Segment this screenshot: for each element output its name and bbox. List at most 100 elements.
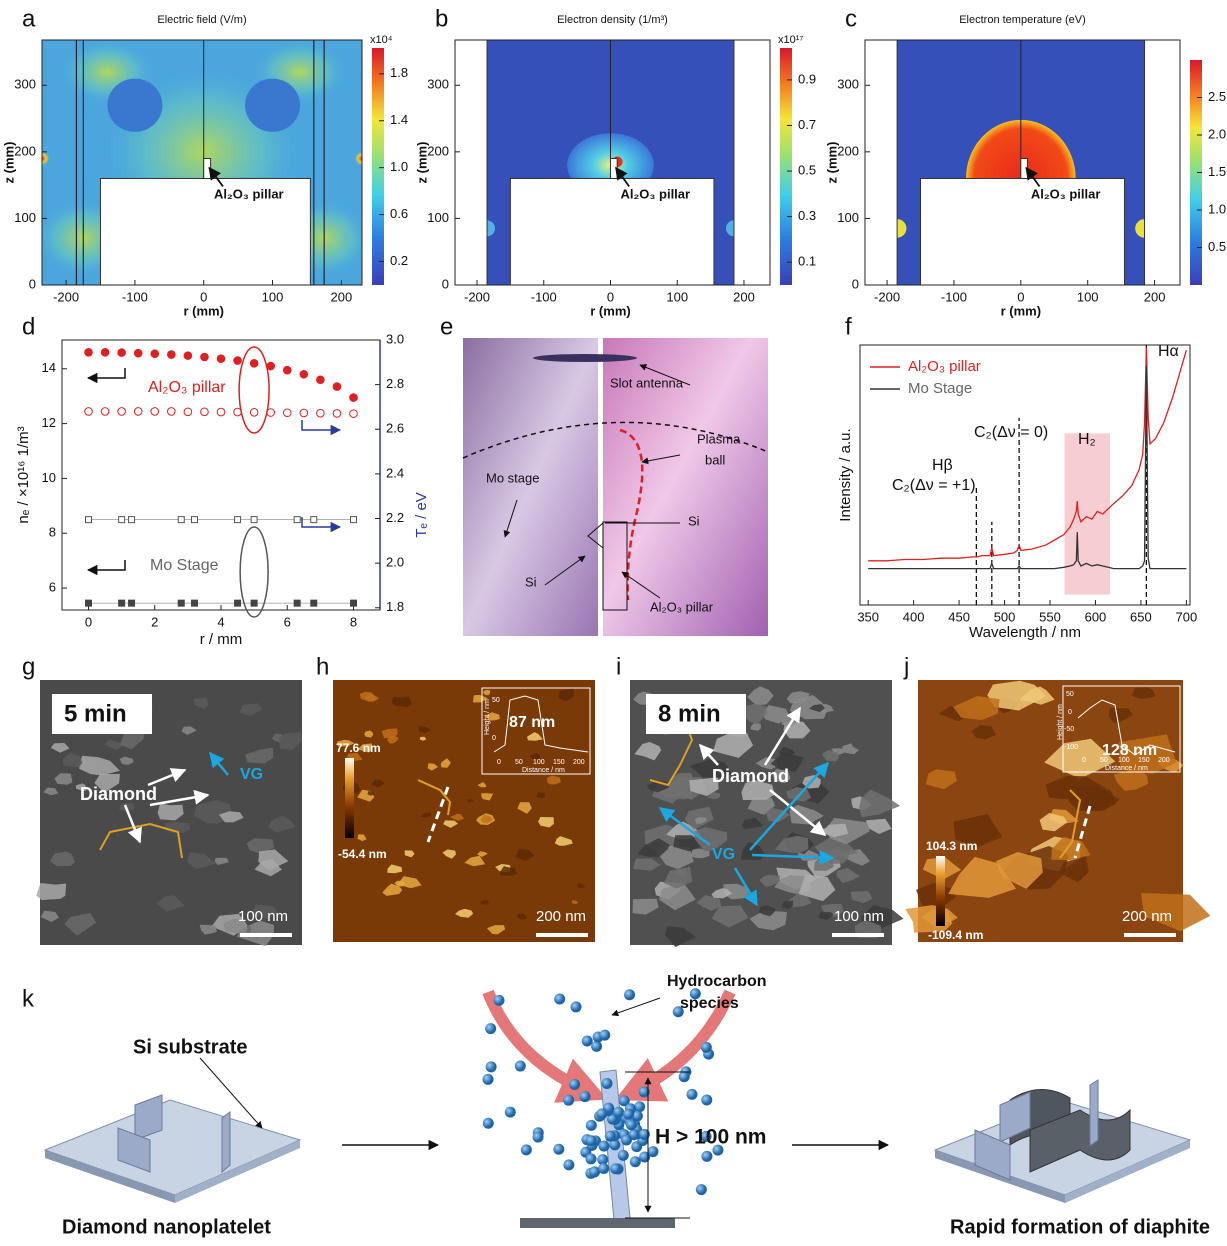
marker	[201, 353, 209, 361]
tick: 50	[1066, 691, 1074, 698]
marker	[85, 408, 93, 416]
marker	[300, 370, 308, 378]
molecule	[630, 1156, 641, 1167]
molecule	[586, 1120, 597, 1131]
platelet	[222, 1112, 230, 1172]
axis-pointer	[88, 368, 125, 378]
x-axis-label: r (mm)	[183, 303, 223, 318]
marker	[151, 350, 159, 358]
field-region	[107, 79, 162, 132]
marker	[267, 362, 275, 370]
inset-xlabel: Distance / nm	[1105, 765, 1148, 772]
axis-pointer	[302, 420, 340, 430]
molecule	[483, 1118, 494, 1129]
y-tick-label: 200	[14, 143, 36, 158]
antenna-slot	[533, 354, 637, 362]
panel-letter: d	[22, 313, 35, 340]
molecule	[621, 1134, 632, 1145]
marker	[317, 376, 325, 384]
x-tick-label: 500	[994, 609, 1016, 624]
marker	[134, 349, 142, 357]
y-tick-label: 8	[49, 525, 56, 540]
y-tick-label: 1.0	[390, 159, 408, 174]
molecule	[483, 1074, 494, 1085]
y-tick-label: 300	[837, 77, 859, 92]
marker	[350, 410, 358, 418]
figure: a b c d e f g h i j k Slot antenna Plasm…	[0, 0, 1227, 1241]
marker	[283, 409, 291, 417]
label: Al₂O₃ pillar	[650, 599, 714, 614]
molecule	[505, 1107, 516, 1118]
panel-letter: c	[845, 5, 857, 32]
label: Si	[688, 513, 700, 528]
label: Si substrate	[133, 1036, 247, 1058]
marker	[311, 517, 317, 523]
tick: 0	[492, 735, 496, 742]
panel-letter: a	[22, 5, 36, 32]
y2-axis-label: Tₑ / eV	[413, 492, 430, 538]
y-tick-label: 14	[42, 360, 56, 375]
marker	[192, 517, 198, 523]
annotation: Al₂O₃ pillar	[621, 187, 691, 202]
y-tick-label: 0	[29, 276, 36, 291]
inset-ylabel: Height / nm	[484, 699, 491, 735]
x-tick-label: 2	[151, 614, 158, 629]
molecule	[613, 1107, 624, 1118]
molecule	[591, 1041, 602, 1052]
x-axis-label: r / mm	[200, 631, 243, 648]
annotation: Hα	[1158, 343, 1179, 360]
molecule	[624, 989, 635, 1000]
tick: 50	[515, 759, 523, 766]
y-tick-label: 0.3	[798, 208, 816, 223]
panel-title: Electron temperature (eV)	[959, 14, 1086, 26]
molecule	[533, 1132, 544, 1143]
molecule	[596, 1108, 607, 1119]
y-tick-label: 300	[14, 77, 36, 92]
molecule	[494, 995, 505, 1006]
molecule	[701, 1042, 712, 1053]
y-tick-label: 3.0	[386, 331, 404, 346]
marker	[118, 408, 126, 416]
wall	[734, 40, 770, 285]
panel-letter: f	[845, 313, 852, 340]
field-region	[245, 79, 300, 132]
panel-letter: e	[440, 313, 453, 340]
marker	[300, 409, 308, 417]
x-tick-label: 400	[903, 609, 925, 624]
x-tick-label: 0	[85, 614, 92, 629]
x-axis-label: r (mm)	[590, 303, 630, 318]
photo-e: Slot antenna Plasma ball Mo stage Si Si …	[463, 338, 768, 636]
marker	[250, 359, 258, 367]
x-tick-label: 550	[1039, 609, 1061, 624]
molecule	[486, 1061, 497, 1072]
marker	[283, 366, 291, 374]
molecule	[696, 1184, 707, 1195]
label: Rapid formation of diaphite	[950, 1216, 1210, 1238]
molecule	[701, 1151, 712, 1162]
marker	[333, 410, 341, 418]
x-tick-label: 700	[1176, 609, 1198, 624]
marker	[129, 517, 135, 523]
y-tick-label: 1.8	[386, 599, 404, 614]
y-axis-label: z (mm)	[414, 142, 429, 184]
x-tick-label: 4	[217, 614, 224, 629]
height-min: -109.4 nm	[928, 928, 983, 942]
molecule	[626, 1119, 637, 1130]
annotation: Hβ	[932, 457, 953, 474]
label: Hydrocarbon	[667, 973, 767, 990]
tick: 150	[553, 759, 565, 766]
x-tick-label: 350	[857, 609, 879, 624]
marker	[351, 600, 357, 606]
marker	[178, 600, 184, 606]
y-tick-label: 1.5	[1208, 164, 1226, 179]
marker	[184, 408, 192, 416]
scale-label: 200 nm	[536, 908, 586, 925]
label: Diamond	[80, 784, 157, 804]
annotation: Mo Stage	[150, 557, 219, 574]
texture	[36, 883, 66, 900]
y-tick-label: 12	[42, 415, 56, 430]
molecule	[515, 1061, 526, 1072]
marker	[192, 600, 198, 606]
y-tick-label: 100	[14, 210, 36, 225]
annotation: Al₂O₃ pillar	[214, 187, 284, 202]
